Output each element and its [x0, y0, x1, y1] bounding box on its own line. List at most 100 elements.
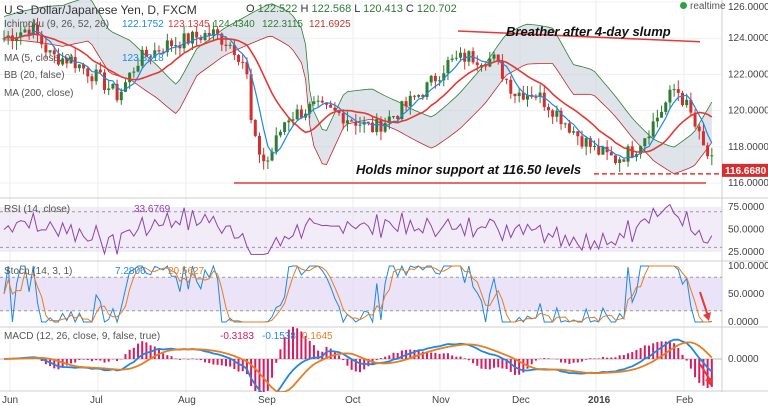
rsi-value: 33.6769: [134, 204, 171, 215]
candle-body: [693, 112, 697, 127]
candle-body: [186, 33, 190, 44]
candle-body: [647, 136, 651, 139]
candle-body: [701, 131, 705, 146]
candle-body: [149, 56, 153, 58]
candle-body: [425, 82, 429, 97]
candle-body: [459, 52, 463, 58]
candle-body: [283, 122, 287, 132]
candle-body: [123, 82, 127, 92]
candle-body: [52, 50, 56, 55]
time-axis-bg: [0, 392, 768, 406]
candle-body: [609, 152, 613, 156]
ichimoku-value-1: 122.1752: [122, 19, 164, 30]
candle-body: [408, 95, 412, 107]
candle-body: [639, 146, 643, 155]
candle-body: [69, 57, 73, 64]
candle-body: [232, 44, 236, 56]
candle-body: [23, 29, 27, 33]
candle-body: [165, 40, 169, 53]
candle-body: [584, 138, 588, 147]
candle-body: [2, 38, 6, 40]
candle-body: [182, 33, 186, 49]
candle-body: [450, 58, 454, 60]
candle-body: [153, 50, 157, 58]
candle-body: [161, 51, 165, 53]
time-tick-label: Jun: [2, 395, 18, 406]
candle-body: [572, 131, 576, 133]
annotation-top: Breather after 4-day slump: [506, 24, 671, 39]
candle-body: [538, 92, 542, 97]
candle-body: [559, 110, 563, 125]
candle-body: [174, 45, 178, 47]
candle-body: [320, 100, 324, 103]
candle-body: [94, 69, 98, 82]
candle-body: [308, 103, 312, 114]
candle-body: [61, 58, 65, 65]
candle-body: [341, 113, 345, 124]
candle-body: [383, 123, 387, 132]
candle-body: [551, 110, 555, 117]
candle-body: [312, 101, 316, 104]
candle-body: [526, 94, 530, 100]
bb-label[interactable]: BB (20, false): [4, 70, 65, 81]
price-tick-label-top: 126.0000: [728, 2, 768, 13]
candle-body: [170, 40, 174, 47]
candle-body: [77, 64, 81, 69]
rsi-label[interactable]: RSI (14, close): [4, 204, 71, 215]
stoch-k-value: 7.2806: [115, 266, 146, 277]
l-label: L: [354, 3, 361, 15]
ichimoku-label[interactable]: Ichimoku (9, 26, 52, 26): [4, 19, 110, 30]
time-tick-label: Nov: [432, 395, 450, 406]
candle-body: [555, 110, 559, 117]
c-value: 120.702: [416, 3, 457, 15]
candle-body: [48, 50, 52, 53]
candle-body: [90, 76, 94, 82]
time-tick-label: Feb: [676, 395, 694, 406]
price-tick-label: 122.0000: [728, 69, 768, 80]
candle-body: [618, 159, 622, 164]
rsi-band: [0, 207, 722, 252]
candle-body: [316, 100, 320, 102]
ma200-label[interactable]: MA (200, close): [4, 88, 74, 99]
candle-body: [266, 160, 270, 162]
ma5-line: [3, 30, 713, 159]
candle-body: [245, 62, 249, 75]
realtime-indicator[interactable]: realtime: [680, 1, 726, 12]
stoch-d-line: [3, 265, 712, 323]
candle-body: [412, 95, 416, 97]
rsi-tick-label: 75.0000: [728, 202, 765, 213]
ma5-label[interactable]: MA (5, close, 0): [4, 53, 74, 64]
candle-body: [119, 91, 123, 101]
stoch-label[interactable]: Stoch (14, 3, 1): [4, 266, 73, 277]
candle-body: [132, 71, 136, 73]
candle-body: [442, 73, 446, 81]
ichimoku-value-4: 122.3115: [262, 19, 303, 30]
candle-body: [241, 61, 245, 63]
candle-body: [40, 35, 44, 45]
stoch-tick-label: 100.0000: [728, 261, 768, 272]
candle-body: [601, 146, 605, 155]
annotation-bottom: Holds minor support at 116.50 levels: [356, 162, 582, 177]
candle-body: [463, 52, 467, 62]
ichimoku-span-a: [3, 0, 713, 148]
candle-body: [237, 55, 241, 62]
candle-body: [27, 29, 31, 35]
stoch-k-line: [3, 264, 712, 324]
candle-body: [274, 135, 278, 152]
candle-body: [375, 118, 379, 133]
time-tick-label: Dec: [512, 395, 530, 406]
candle-body: [278, 131, 282, 136]
time-tick-label: 2016: [588, 395, 611, 406]
ichimoku-value-5: 121.6925: [309, 19, 351, 30]
candle-body: [224, 44, 228, 46]
candle-body: [446, 59, 450, 74]
candle-body: [358, 124, 362, 126]
macd-label[interactable]: MACD (12, 26, close, 9, false, true): [4, 331, 161, 342]
candle-body: [710, 155, 714, 157]
candle-body: [685, 99, 689, 106]
candle-body: [421, 95, 425, 97]
candle-body: [157, 50, 161, 52]
last-price-label: 116.6680: [725, 166, 767, 177]
candle-body: [454, 57, 458, 59]
